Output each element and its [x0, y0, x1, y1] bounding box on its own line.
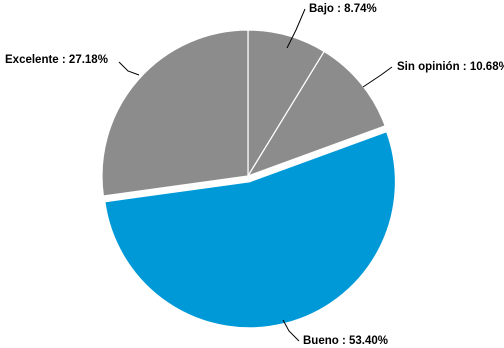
pie-slice-sin-opinion: [246, 50, 386, 178]
slice-label-bueno: Bueno : 53.40%: [303, 335, 388, 347]
slice-label-sin-opinion: Sin opinión : 10.68%: [397, 61, 504, 73]
leader-line-bueno: [282, 319, 300, 342]
pie-slice-excelente: [101, 29, 249, 197]
leader-line-bajo: [286, 8, 306, 49]
pie-slices: [101, 29, 397, 329]
leader-line-excelente: [118, 61, 140, 76]
leader-lines: [118, 8, 393, 342]
leader-line-sin-opinion: [362, 66, 393, 88]
slice-label-excelente: Excelente : 27.18%: [5, 54, 108, 66]
slice-label-bajo: Bajo : 8.74%: [309, 3, 377, 15]
slice-labels: Bajo : 8.74% Sin opinión : 10.68% Bueno : …: [5, 3, 504, 347]
